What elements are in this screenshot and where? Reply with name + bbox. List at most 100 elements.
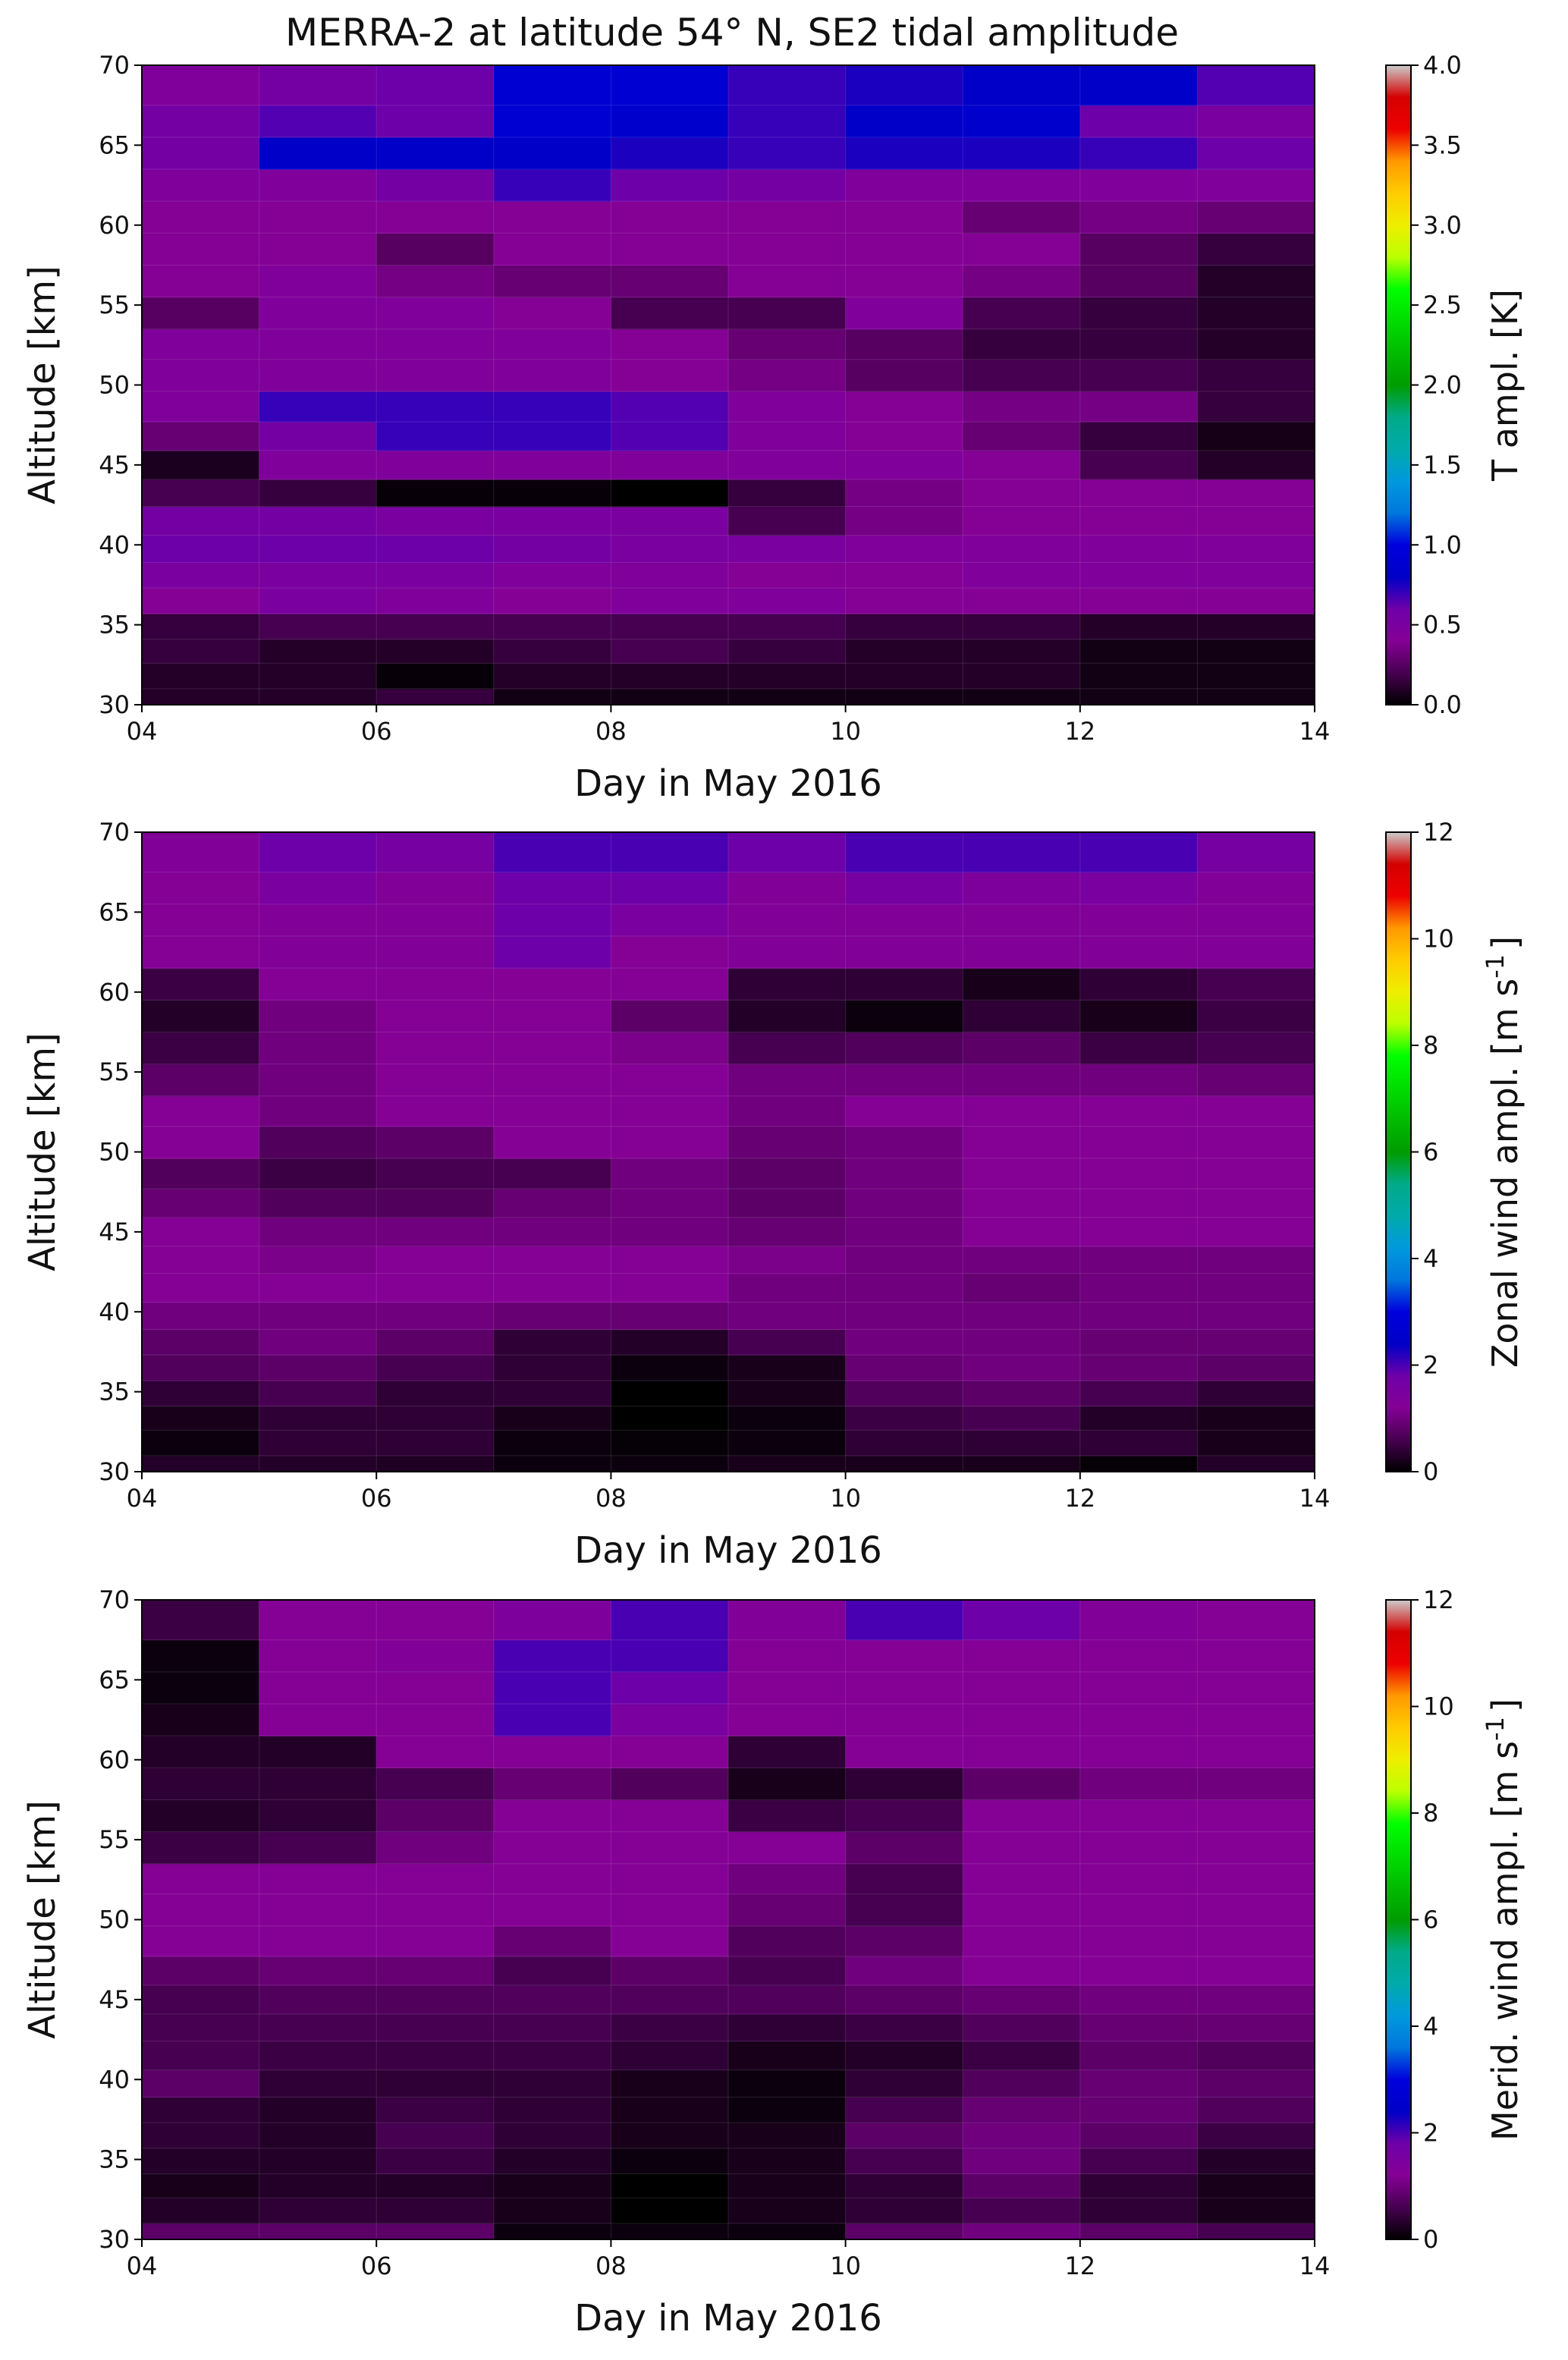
- heatmap-cell: [963, 2173, 1081, 2198]
- x-tick-label: 08: [595, 2252, 627, 2280]
- heatmap-cell: [1079, 391, 1198, 423]
- heatmap-cell: [493, 588, 611, 614]
- x-axis-label: Day in May 2016: [574, 2297, 882, 2340]
- heatmap-cell: [963, 1639, 1081, 1673]
- heatmap-cell: [142, 968, 260, 1001]
- heatmap-cell: [1197, 168, 1315, 202]
- heatmap-cell: [845, 688, 963, 705]
- heatmap-cell: [259, 688, 377, 705]
- heatmap-cell: [611, 968, 729, 1001]
- heatmap-cell: [259, 1430, 377, 1457]
- heatmap-cell: [142, 168, 260, 202]
- heatmap-cell: [845, 1455, 963, 1472]
- heatmap-cell: [611, 535, 729, 564]
- heatmap-cell: [611, 265, 729, 298]
- heatmap-cell: [259, 450, 377, 480]
- heatmap-cell: [259, 2223, 377, 2240]
- heatmap-cell: [142, 688, 260, 705]
- heatmap-cell: [259, 201, 377, 234]
- heatmap-cell: [1079, 328, 1198, 360]
- heatmap-cell: [376, 1217, 495, 1247]
- heatmap-cell: [963, 562, 1081, 589]
- heatmap-cell: [1197, 1925, 1315, 1957]
- heatmap-cell: [1079, 359, 1198, 392]
- heatmap-cell: [845, 1095, 963, 1127]
- heatmap-cell: [1197, 1600, 1315, 1641]
- heatmap-cell: [1197, 1217, 1315, 1247]
- heatmap-cell: [1079, 1925, 1198, 1957]
- heatmap-cell: [376, 1984, 495, 2015]
- y-tick-label: 40: [99, 530, 130, 559]
- heatmap-cell: [493, 1217, 611, 1247]
- heatmap-cell: [259, 2041, 377, 2071]
- x-tick-label: 14: [1299, 717, 1331, 746]
- heatmap-cell: [611, 2097, 729, 2123]
- heatmap-cell: [963, 479, 1081, 508]
- heatmap-cell: [963, 2097, 1081, 2123]
- y-tick-label: 35: [99, 1378, 130, 1406]
- heatmap-cell: [845, 588, 963, 614]
- x-tick-label: 04: [127, 1484, 158, 1513]
- heatmap-cell: [963, 588, 1081, 614]
- heatmap-cell: [845, 639, 963, 664]
- heatmap-cell: [963, 903, 1081, 937]
- heatmap-cell: [845, 968, 963, 1001]
- heatmap-cell: [376, 105, 495, 138]
- y-tick-label: 35: [99, 611, 130, 639]
- x-tick-label: 14: [1299, 1484, 1331, 1513]
- colorbar-gradient: [1385, 1599, 1412, 2240]
- heatmap-cell: [142, 1799, 260, 1833]
- heatmap-cell: [963, 1000, 1081, 1033]
- heatmap-cell: [845, 1302, 963, 1331]
- heatmap-cell: [493, 1158, 611, 1189]
- heatmap-cell: [1079, 2097, 1198, 2123]
- heatmap-cell: [728, 1768, 847, 1801]
- heatmap-cell: [611, 2148, 729, 2175]
- y-tick-label: 70: [99, 818, 130, 847]
- heatmap-cell: [728, 1273, 847, 1303]
- heatmap-cell: [376, 639, 495, 664]
- heatmap-cell: [142, 2097, 260, 2123]
- heatmap-cell: [493, 535, 611, 564]
- heatmap-cell: [963, 1600, 1081, 1641]
- heatmap-cell: [142, 391, 260, 423]
- heatmap-cell: [376, 832, 495, 873]
- y-axis-label: Altitude [km]: [21, 1032, 64, 1271]
- heatmap-cell: [376, 1736, 495, 1768]
- heatmap-cell: [1197, 1032, 1315, 1065]
- heatmap-cell: [259, 935, 377, 969]
- heatmap-cell: [493, 2223, 611, 2240]
- y-tick-label: 70: [99, 51, 130, 80]
- heatmap-cell: [611, 65, 729, 106]
- heatmap-cell: [1079, 613, 1198, 640]
- heatmap-cell: [1197, 1703, 1315, 1736]
- heatmap-cell: [1079, 1600, 1198, 1641]
- heatmap-cell: [142, 562, 260, 589]
- heatmap-cell: [963, 1217, 1081, 1247]
- heatmap-cell: [259, 872, 377, 905]
- heatmap-cell: [1079, 1302, 1198, 1331]
- heatmap-cell: [259, 1329, 377, 1356]
- heatmap-cell: [728, 1799, 847, 1833]
- heatmap-cell: [611, 872, 729, 905]
- heatmap-cell: [1197, 1158, 1315, 1189]
- heatmap-cell: [1197, 872, 1315, 905]
- heatmap-cell: [963, 391, 1081, 423]
- heatmap-cell: [728, 2069, 847, 2098]
- heatmap-cell: [1079, 137, 1198, 170]
- heatmap-cell: [728, 1355, 847, 1381]
- heatmap-cell: [845, 1984, 963, 2015]
- heatmap-cell: [611, 1600, 729, 1641]
- heatmap-cell: [1079, 65, 1198, 106]
- heatmap-cell: [142, 1768, 260, 1801]
- heatmap-cell: [1197, 588, 1315, 614]
- heatmap-cell: [259, 1355, 377, 1381]
- heatmap-cell: [1079, 1095, 1198, 1127]
- heatmap-cell: [376, 688, 495, 705]
- heatmap-cell: [259, 1799, 377, 1833]
- heatmap-cell: [611, 297, 729, 330]
- heatmap-cell: [728, 201, 847, 234]
- heatmap-cell: [142, 1831, 260, 1865]
- y-tick-label: 60: [99, 211, 130, 240]
